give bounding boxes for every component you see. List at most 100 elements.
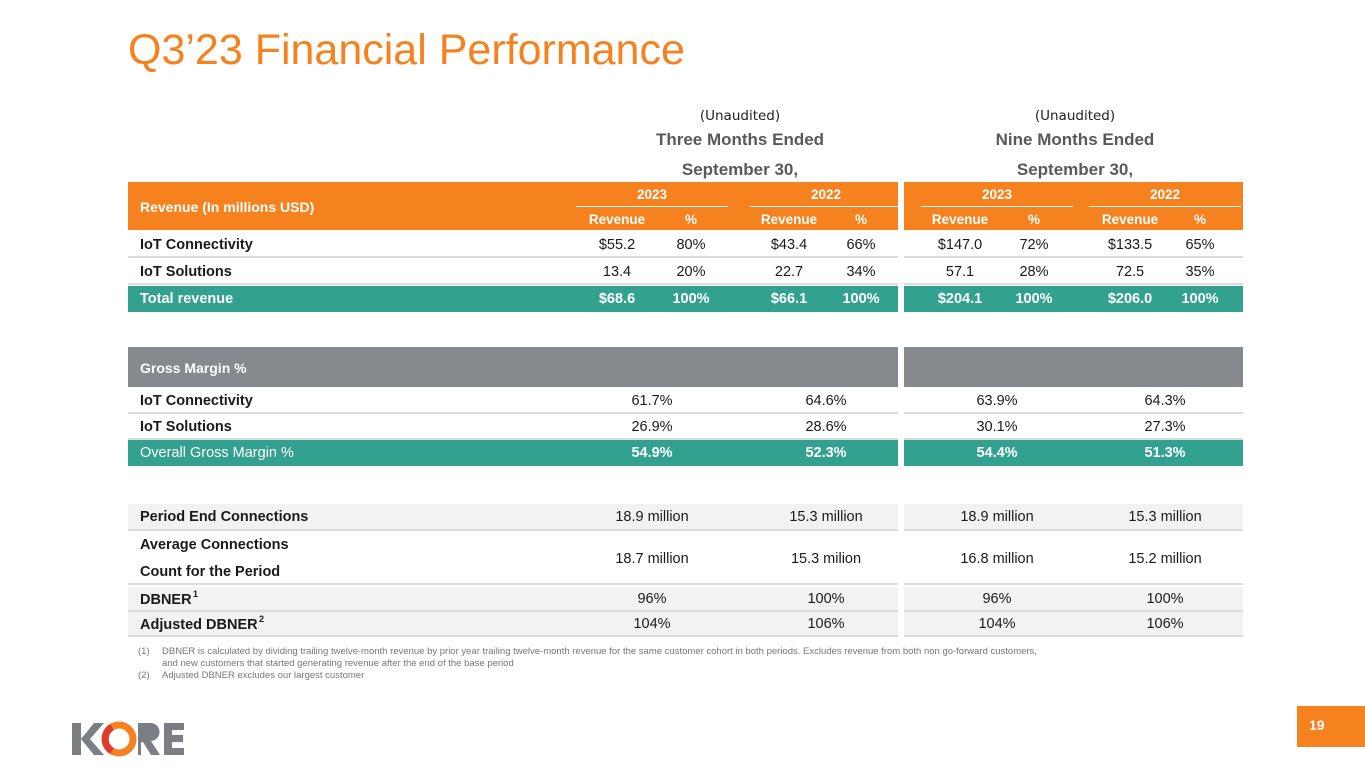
row-label: Adjusted DBNER xyxy=(140,617,258,633)
year-underline xyxy=(921,206,1073,207)
unaudited-label: (Unaudited) xyxy=(1034,108,1116,124)
revenue-row: IoT Solutions 13.4 20% 22.7 34% 57.1 28% 72.5 35… xyxy=(0,259,1365,285)
cell-value: 52.3% xyxy=(805,445,847,461)
row-label: IoT Connectivity xyxy=(140,393,253,409)
cell-value: 106% xyxy=(807,616,845,632)
row-background-right xyxy=(904,414,1243,440)
footnote-number: (1) xyxy=(138,646,150,657)
cell-value: 57.1 xyxy=(945,264,975,280)
period-label: Nine Months Ended xyxy=(995,130,1155,149)
cell-value: 20% xyxy=(676,264,706,280)
footnote: (2) Adjusted DBNER excludes our largest c… xyxy=(138,670,1042,682)
cell-value: $55.2 xyxy=(598,237,636,253)
connections-row: DBNER 1 96% 100% 96% 100% xyxy=(0,587,1365,612)
revenue-table-header: Revenue (In millions USD) 2023 2022 2023 202… xyxy=(0,182,1365,230)
cell-value: 27.3% xyxy=(1144,419,1186,435)
cell-value: 100% xyxy=(807,591,845,607)
cell-value: 80% xyxy=(676,237,706,253)
cell-value: 18.7 million xyxy=(615,550,689,567)
cell-value: 54.4% xyxy=(976,445,1018,461)
row-background-right xyxy=(904,504,1243,531)
connections-row: Adjusted DBNER 2 104% 106% 104% 106% xyxy=(0,612,1365,637)
row-background-right xyxy=(904,612,1243,637)
cell-value: 28% xyxy=(1019,264,1049,280)
column-header: % xyxy=(1027,212,1041,227)
row-background-left xyxy=(128,259,898,285)
cell-value: $68.6 xyxy=(598,291,636,307)
row-label: IoT Connectivity xyxy=(140,237,253,253)
row-background-left xyxy=(128,504,898,531)
cell-value: 100% xyxy=(1146,591,1184,607)
connections-row: Period End Connections 18.9 million 15.3 m… xyxy=(0,504,1365,531)
cell-value: 34% xyxy=(846,264,876,280)
column-header: Revenue xyxy=(931,212,989,227)
cell-value: 104% xyxy=(978,616,1016,632)
cell-value: $66.1 xyxy=(770,291,808,307)
footnote-text: Adjusted DBNER excludes our largest cust… xyxy=(162,670,365,681)
row-background-right xyxy=(904,286,1243,312)
cell-value: $147.0 xyxy=(937,237,983,253)
row-background-right xyxy=(904,259,1243,285)
row-label: Total revenue xyxy=(140,291,234,307)
gross-margin-header: Gross Margin % xyxy=(0,347,1365,387)
row-label: Overall Gross Margin % xyxy=(140,445,294,461)
gross-margin-label: Gross Margin % xyxy=(140,360,247,376)
gross-margin-row: IoT Solutions 26.9% 28.6% 30.1% 27.3% xyxy=(0,414,1365,440)
cell-value: 100% xyxy=(1181,291,1219,307)
row-background-left xyxy=(128,533,898,585)
cell-value: 30.1% xyxy=(976,419,1018,435)
footnote: (1) DBNER is calculated by dividing trail… xyxy=(138,646,1042,670)
cell-value: $204.1 xyxy=(937,291,983,307)
year-header: 2023 xyxy=(981,187,1013,202)
cell-value: 66% xyxy=(846,237,876,253)
footnote-marker: 1 xyxy=(193,589,199,599)
year-underline xyxy=(750,206,902,207)
cell-value: 100% xyxy=(1015,291,1053,307)
row-background-left xyxy=(128,347,898,387)
row-background-left xyxy=(128,232,898,258)
cell-value: 63.9% xyxy=(976,393,1018,409)
cell-value: $206.0 xyxy=(1107,291,1153,307)
cell-value: 16.8 million xyxy=(960,550,1034,567)
row-background-left xyxy=(128,587,898,612)
row-label: Average Connections xyxy=(140,537,289,553)
cell-value: 100% xyxy=(842,291,880,307)
year-header: 2022 xyxy=(1149,187,1181,202)
page-number: 19 xyxy=(1297,706,1365,747)
row-background-right xyxy=(904,232,1243,258)
row-background-left xyxy=(128,414,898,440)
row-background-left xyxy=(128,286,898,312)
row-background-left xyxy=(128,440,898,466)
column-header: Revenue xyxy=(1101,212,1159,227)
row-background-left xyxy=(128,388,898,414)
row-label: IoT Solutions xyxy=(140,264,232,280)
cell-value: 18.9 million xyxy=(615,509,689,525)
cell-value: 104% xyxy=(633,616,671,632)
unaudited-label: (Unaudited) xyxy=(699,108,781,124)
kore-logo xyxy=(72,721,184,757)
cell-value: 64.3% xyxy=(1144,393,1186,409)
row-label: DBNER xyxy=(140,592,192,608)
connections-row: Average Connections Count for the Period 1… xyxy=(0,533,1365,585)
revenue-row: IoT Connectivity $55.2 80% $43.4 66% $147.0 72… xyxy=(0,232,1365,258)
gross-margin-row: IoT Connectivity 61.7% 64.6% 63.9% 64.3% xyxy=(0,388,1365,414)
cell-value: 15.3 million xyxy=(789,509,863,525)
cell-value: 15.2 million xyxy=(1128,550,1202,567)
three-months-header: (Unaudited) Three Months Ended September… xyxy=(620,108,860,180)
cell-value: 61.7% xyxy=(631,393,673,409)
cell-value: 100% xyxy=(672,291,710,307)
year-underline xyxy=(1089,206,1241,207)
revenue-table-label: Revenue (In millions USD) xyxy=(140,199,315,215)
cell-value: 54.9% xyxy=(631,445,673,461)
row-label: Period End Connections xyxy=(140,509,309,525)
column-header: % xyxy=(854,212,868,227)
row-background-right xyxy=(904,533,1243,585)
cell-value: 96% xyxy=(982,591,1012,607)
column-header: Revenue xyxy=(588,212,646,227)
cell-value: 72.5 xyxy=(1115,264,1145,280)
cell-value: 64.6% xyxy=(805,393,847,409)
cell-value: 28.6% xyxy=(805,419,847,435)
cell-value: 96% xyxy=(637,591,667,607)
nine-months-header: (Unaudited) Nine Months Ended September … xyxy=(955,108,1195,180)
year-underline xyxy=(576,206,728,207)
